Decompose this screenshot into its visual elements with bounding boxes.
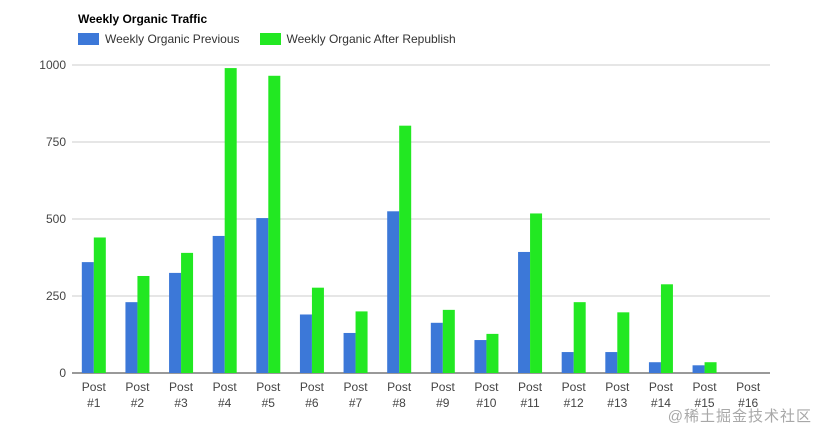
x-tick-label: Post <box>431 380 456 394</box>
bar-previous <box>561 352 574 373</box>
x-tick-label: #7 <box>349 396 363 410</box>
bar-after-republish <box>486 333 499 373</box>
y-tick-label: 750 <box>46 135 66 149</box>
x-tick-label: Post <box>562 380 587 394</box>
x-tick-label: #16 <box>738 396 758 410</box>
x-tick-label: Post <box>474 380 499 394</box>
watermark: @稀土掘金技术社区 <box>667 408 812 425</box>
bar-after-republish <box>181 252 194 373</box>
x-tick-label: #4 <box>218 396 232 410</box>
x-tick-label: Post <box>649 380 674 394</box>
x-tick-label: #9 <box>436 396 450 410</box>
x-tick-label: #5 <box>262 396 276 410</box>
bar-after-republish <box>704 362 717 373</box>
legend-swatch-previous <box>78 33 99 45</box>
y-tick-label: 500 <box>46 212 66 226</box>
x-tick-label: #14 <box>651 396 671 410</box>
x-tick-label: #11 <box>520 396 539 410</box>
bar-after-republish <box>530 213 543 373</box>
bar-after-republish <box>442 309 455 373</box>
bar-previous <box>648 362 661 373</box>
x-tick-label: Post <box>344 380 369 394</box>
legend-label-previous: Weekly Organic Previous <box>105 32 240 46</box>
bar-after-republish <box>399 125 412 374</box>
x-tick-label: #3 <box>174 396 188 410</box>
legend-item-previous[interactable]: Weekly Organic Previous <box>78 32 240 46</box>
legend-label-after-republish: Weekly Organic After Republish <box>286 32 456 46</box>
bar-after-republish <box>93 237 106 373</box>
x-tick-label: Post <box>693 380 718 394</box>
bar-previous <box>169 272 182 373</box>
bar-after-republish <box>617 312 630 373</box>
x-tick-label: #1 <box>87 396 101 410</box>
legend: Weekly Organic Previous Weekly Organic A… <box>78 32 476 46</box>
x-tick-label: #8 <box>393 396 407 410</box>
chart-title: Weekly Organic Traffic <box>78 12 208 26</box>
bar-previous <box>299 314 312 373</box>
x-tick-label: Post <box>387 380 412 394</box>
bar-previous <box>256 218 269 373</box>
bar-previous <box>343 332 356 373</box>
bar-previous <box>605 352 618 373</box>
legend-item-after-republish[interactable]: Weekly Organic After Republish <box>259 32 456 46</box>
x-tick-label: #10 <box>476 396 496 410</box>
x-tick-label: #6 <box>305 396 319 410</box>
y-tick-label: 250 <box>46 289 66 303</box>
bar-previous <box>125 302 138 373</box>
x-tick-label: Post <box>605 380 630 394</box>
y-tick-label: 0 <box>59 366 66 380</box>
bar-after-republish <box>311 287 324 373</box>
x-tick-label: #12 <box>564 396 584 410</box>
bar-after-republish <box>137 275 150 373</box>
x-tick-label: #13 <box>607 396 627 410</box>
bar-previous <box>81 262 94 373</box>
x-tick-label: Post <box>82 380 107 394</box>
x-tick-label: #2 <box>131 396 145 410</box>
bar-previous <box>212 235 225 373</box>
x-tick-label: Post <box>125 380 150 394</box>
x-tick-label: Post <box>169 380 194 394</box>
x-tick-label: Post <box>736 380 761 394</box>
x-tick-label: Post <box>300 380 325 394</box>
x-tick-label: Post <box>518 380 543 394</box>
bar-previous <box>430 322 443 373</box>
bar-after-republish <box>355 311 368 373</box>
bar-previous <box>518 251 531 373</box>
bar-after-republish <box>660 284 673 373</box>
legend-swatch-after-republish <box>259 33 281 45</box>
x-tick-label: Post <box>256 380 281 394</box>
bar-after-republish <box>224 68 237 373</box>
bar-previous <box>387 211 400 373</box>
bar-previous <box>474 340 487 373</box>
y-tick-label: 1000 <box>39 58 66 72</box>
x-tick-label: Post <box>213 380 238 394</box>
bar-after-republish <box>268 75 281 373</box>
bar-previous <box>692 365 705 373</box>
x-tick-label: #15 <box>695 396 715 410</box>
bar-after-republish <box>573 302 586 373</box>
